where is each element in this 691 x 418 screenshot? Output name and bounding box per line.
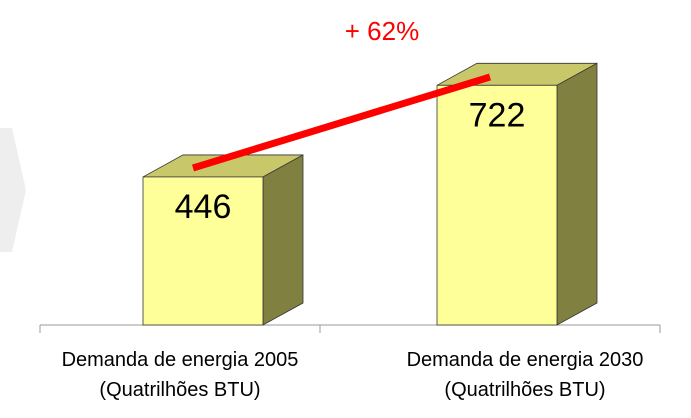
bar <box>436 84 558 326</box>
trend-line <box>191 73 492 172</box>
x-tick-label: Demanda de energia 2030 (Quatrilhões BTU… <box>406 349 644 401</box>
bar-side <box>262 154 304 326</box>
bar-side <box>556 62 598 326</box>
bar <box>142 176 264 326</box>
x-tick-label: Demanda de energia 2005 (Quatrilhões BTU… <box>61 349 299 401</box>
value-label: 722 <box>469 96 526 134</box>
decor-chevron <box>0 128 26 252</box>
annotation: + 62% <box>345 16 419 46</box>
value-label: 446 <box>175 188 232 226</box>
